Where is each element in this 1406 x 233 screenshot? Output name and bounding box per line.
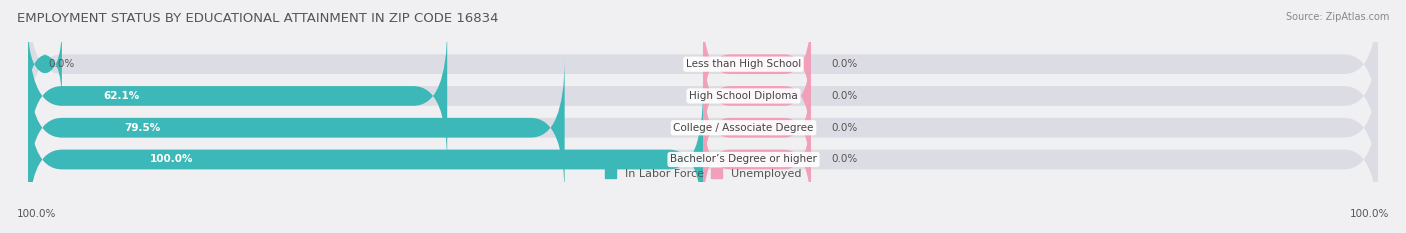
- Text: 0.0%: 0.0%: [831, 59, 858, 69]
- FancyBboxPatch shape: [703, 42, 811, 150]
- FancyBboxPatch shape: [28, 26, 447, 165]
- FancyBboxPatch shape: [703, 10, 811, 118]
- Text: Source: ZipAtlas.com: Source: ZipAtlas.com: [1285, 12, 1389, 22]
- Text: Less than High School: Less than High School: [686, 59, 801, 69]
- Text: 0.0%: 0.0%: [831, 154, 858, 164]
- FancyBboxPatch shape: [28, 90, 703, 229]
- FancyBboxPatch shape: [28, 58, 1378, 197]
- Text: EMPLOYMENT STATUS BY EDUCATIONAL ATTAINMENT IN ZIP CODE 16834: EMPLOYMENT STATUS BY EDUCATIONAL ATTAINM…: [17, 12, 498, 25]
- FancyBboxPatch shape: [28, 90, 1378, 229]
- FancyBboxPatch shape: [703, 74, 811, 182]
- Legend: In Labor Force, Unemployed: In Labor Force, Unemployed: [600, 164, 806, 183]
- Text: 0.0%: 0.0%: [831, 123, 858, 133]
- Text: 79.5%: 79.5%: [125, 123, 160, 133]
- Text: College / Associate Degree: College / Associate Degree: [673, 123, 814, 133]
- Text: 100.0%: 100.0%: [17, 209, 56, 219]
- FancyBboxPatch shape: [28, 0, 1378, 134]
- Text: 100.0%: 100.0%: [1350, 209, 1389, 219]
- Text: 100.0%: 100.0%: [149, 154, 193, 164]
- Text: 62.1%: 62.1%: [104, 91, 139, 101]
- Text: 0.0%: 0.0%: [48, 59, 75, 69]
- Text: Bachelor’s Degree or higher: Bachelor’s Degree or higher: [671, 154, 817, 164]
- FancyBboxPatch shape: [28, 58, 565, 197]
- Text: 0.0%: 0.0%: [831, 91, 858, 101]
- Text: High School Diploma: High School Diploma: [689, 91, 797, 101]
- FancyBboxPatch shape: [28, 26, 1378, 165]
- FancyBboxPatch shape: [28, 26, 62, 102]
- FancyBboxPatch shape: [703, 106, 811, 213]
